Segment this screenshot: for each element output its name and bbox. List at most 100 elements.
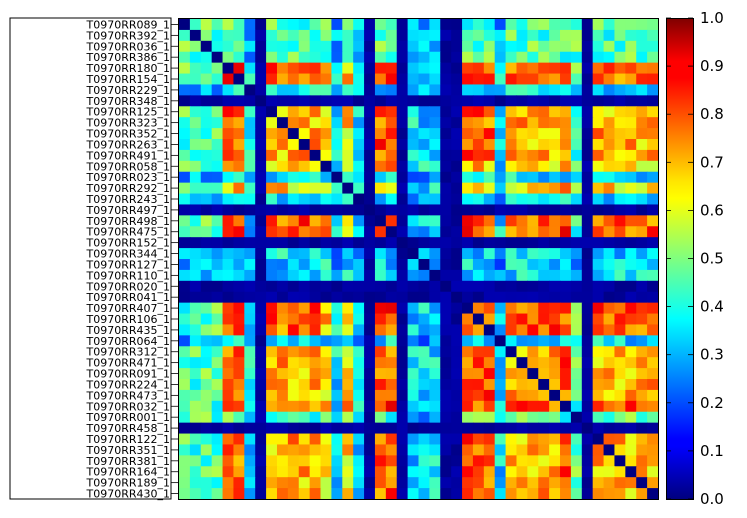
- heatmap-cell: [385, 389, 398, 402]
- heatmap-cell: [549, 62, 561, 75]
- heatmap-cell: [233, 324, 245, 336]
- heatmap-cell: [483, 346, 496, 358]
- heatmap-cell: [603, 237, 616, 249]
- heatmap-cell: [451, 215, 463, 227]
- heatmap-cell: [309, 280, 322, 293]
- heatmap-cell: [505, 193, 518, 206]
- heatmap-cell: [255, 466, 267, 478]
- heatmap-cell: [549, 237, 561, 249]
- heatmap-cell: [179, 259, 191, 271]
- heatmap-cell: [429, 73, 441, 86]
- heatmap-cell: [407, 477, 420, 489]
- heatmap-cell: [244, 411, 256, 424]
- heatmap-cell: [374, 51, 387, 64]
- heatmap-cell: [451, 422, 463, 435]
- heatmap-cell: [603, 302, 616, 315]
- heatmap-cell: [603, 51, 616, 64]
- heatmap-cell: [505, 357, 518, 369]
- heatmap-cell: [211, 389, 224, 402]
- heatmap-cell: [255, 335, 267, 347]
- heatmap-cell: [614, 51, 626, 64]
- heatmap-cell: [494, 379, 507, 391]
- heatmap-cell: [276, 259, 289, 271]
- heatmap-cell: [364, 19, 376, 31]
- heatmap-cell: [462, 335, 474, 347]
- heatmap-cell: [179, 379, 191, 391]
- heatmap-cell: [266, 379, 278, 391]
- heatmap-cell: [472, 128, 485, 140]
- heatmap-cell: [179, 488, 191, 500]
- heatmap-cell: [451, 128, 463, 140]
- heatmap-cell: [331, 335, 343, 347]
- heatmap-cell: [462, 160, 474, 173]
- heatmap-cell: [483, 422, 496, 435]
- heatmap-cell: [549, 346, 561, 358]
- heatmap-cell: [494, 302, 507, 315]
- heatmap-cell: [255, 182, 267, 195]
- heatmap-cell: [592, 291, 605, 304]
- heatmap-cell: [560, 171, 572, 184]
- heatmap-cell: [483, 160, 496, 173]
- heatmap-cell: [374, 302, 387, 315]
- heatmap-cell: [494, 324, 507, 336]
- heatmap-cell: [298, 19, 311, 31]
- heatmap-cell: [287, 466, 300, 478]
- heatmap-cell: [614, 389, 626, 402]
- heatmap-cell: [483, 455, 496, 467]
- heatmap-cell: [549, 259, 561, 271]
- heatmap-cell: [407, 226, 420, 238]
- heatmap-cell: [570, 51, 583, 64]
- heatmap-cell: [472, 226, 485, 238]
- heatmap-cell: [385, 346, 398, 358]
- heatmap-cell: [494, 280, 507, 293]
- heatmap-cell: [385, 400, 398, 413]
- heatmap-cell: [364, 269, 376, 282]
- heatmap-cell: [287, 477, 300, 489]
- heatmap-cell: [342, 40, 354, 53]
- heatmap-cell: [451, 29, 463, 42]
- heatmap-cell: [211, 73, 224, 86]
- heatmap-cell: [549, 160, 561, 173]
- heatmap-cell: [342, 95, 354, 107]
- heatmap-cell: [179, 335, 191, 347]
- heatmap-cell: [255, 226, 267, 238]
- heatmap-cell: [549, 84, 561, 96]
- heatmap-cell: [538, 400, 550, 413]
- heatmap-cell: [451, 302, 463, 315]
- colorbar-tick-label: 0.1: [700, 442, 724, 460]
- heatmap-cell: [385, 193, 398, 206]
- heatmap-cell: [418, 259, 430, 271]
- heatmap-cell: [276, 302, 289, 315]
- heatmap-cell: [200, 411, 213, 424]
- row-tick-label: T0970RR292_1: [86, 182, 171, 195]
- heatmap-cell: [287, 422, 300, 435]
- heatmap-cell: [244, 466, 256, 478]
- heatmap-cell: [636, 280, 648, 293]
- heatmap-cell: [353, 193, 365, 206]
- heatmap-cell: [549, 117, 561, 129]
- heatmap-cell: [560, 455, 572, 467]
- heatmap-cell: [570, 106, 583, 118]
- heatmap-cell: [440, 269, 452, 282]
- heatmap-cell: [298, 40, 311, 53]
- heatmap-cell: [320, 259, 333, 271]
- heatmap-cell: [266, 95, 278, 107]
- heatmap-cell: [233, 117, 245, 129]
- heatmap-cell: [451, 411, 463, 424]
- heatmap-cell: [462, 291, 474, 304]
- heatmap-cell: [636, 313, 648, 326]
- heatmap-cell: [233, 248, 245, 260]
- heatmap-cell: [494, 84, 507, 96]
- heatmap-cell: [440, 84, 452, 96]
- heatmap-cell: [320, 226, 333, 238]
- heatmap-cell: [636, 40, 648, 53]
- heatmap-cell: [614, 379, 626, 391]
- heatmap-cell: [494, 422, 507, 435]
- heatmap-cell: [331, 149, 343, 162]
- heatmap-cell: [200, 335, 213, 347]
- heatmap-cell: [472, 237, 485, 249]
- heatmap-cell: [516, 389, 528, 402]
- heatmap-cell: [266, 84, 278, 96]
- heatmap-cell: [429, 346, 441, 358]
- heatmap-cell: [266, 117, 278, 129]
